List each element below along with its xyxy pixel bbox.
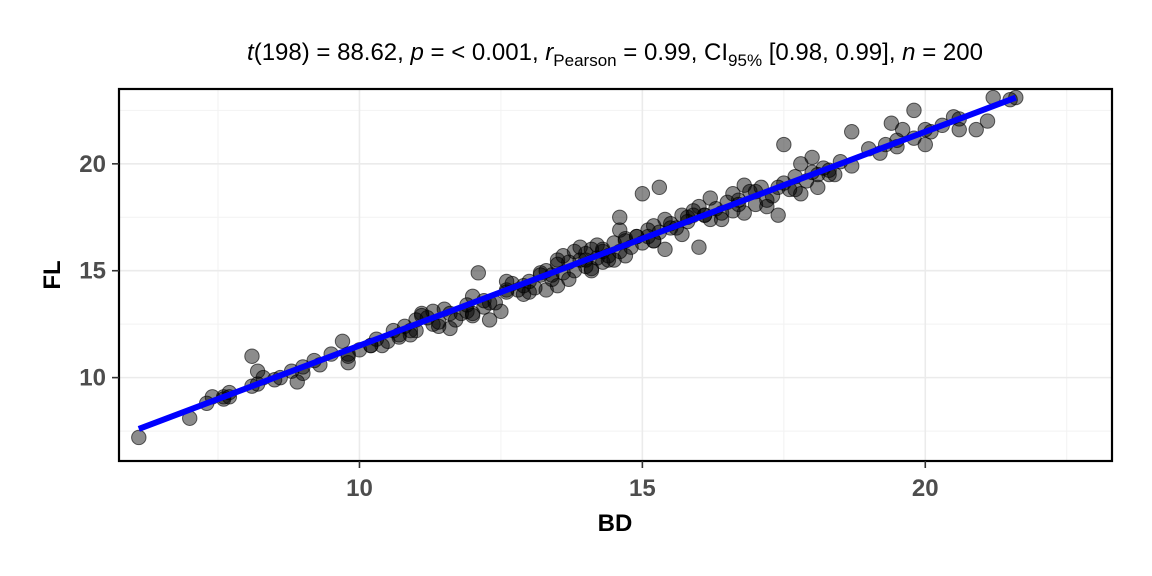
title-p-value: = < 0.001,	[424, 39, 545, 66]
y-axis-ticks: 10 15 20	[79, 151, 119, 392]
data-point	[289, 374, 305, 390]
x-axis-title: BD	[598, 510, 633, 537]
data-point	[776, 136, 792, 153]
data-point	[657, 241, 673, 258]
data-point	[691, 198, 707, 215]
data-point	[555, 248, 571, 264]
title-r-value: = 0.99, CI	[617, 39, 728, 66]
title-t-statistic: (198) = 88.62,	[254, 39, 411, 66]
data-point	[906, 102, 922, 119]
x-tick-label: 20	[912, 475, 939, 502]
data-point	[770, 207, 786, 223]
y-axis-title: FL	[39, 260, 66, 289]
data-point	[979, 113, 996, 129]
data-point	[651, 179, 668, 196]
data-point	[430, 318, 447, 335]
x-tick-label: 10	[346, 475, 373, 502]
title-p-symbol: p	[410, 39, 424, 66]
title-ci-value: [0.98, 0.99],	[762, 39, 902, 66]
data-point	[894, 121, 911, 138]
data-point	[334, 333, 351, 349]
data-point	[951, 121, 967, 138]
data-point	[493, 303, 509, 320]
data-point	[464, 305, 481, 322]
x-tick-label: 15	[629, 475, 656, 502]
title-t-symbol: t	[247, 39, 255, 66]
x-axis-ticks: 10 15 20	[346, 461, 939, 502]
title-r-symbol: r	[545, 39, 554, 66]
data-point	[442, 320, 458, 337]
data-point	[521, 284, 537, 300]
data-point	[736, 205, 752, 221]
y-tick-label: 10	[79, 365, 106, 392]
y-tick-label: 15	[79, 258, 106, 285]
regression-line	[137, 94, 1017, 432]
data-point	[470, 265, 486, 281]
data-point	[810, 179, 826, 196]
data-point	[572, 239, 588, 255]
chart-title: t(198) = 88.62, p = < 0.001, rPearson = …	[247, 39, 983, 70]
title-r-subscript: Pearson	[553, 51, 616, 70]
y-tick-label: 20	[79, 151, 106, 178]
data-point	[561, 271, 577, 287]
data-point	[131, 429, 147, 446]
plot-background	[119, 89, 1112, 461]
data-point	[249, 363, 266, 379]
data-point	[634, 186, 651, 202]
title-n-symbol: n	[902, 39, 915, 66]
data-point	[968, 121, 984, 138]
data-point	[612, 209, 628, 225]
data-point	[447, 312, 464, 328]
data-point	[691, 239, 707, 255]
data-point	[340, 354, 356, 371]
data-point	[481, 312, 498, 328]
data-point	[804, 149, 820, 166]
plot-border	[117, 87, 1114, 463]
data-point	[844, 124, 860, 140]
title-ci-subscript: 95%	[728, 51, 762, 70]
data-point	[583, 260, 600, 277]
regression-line-group	[137, 94, 1017, 432]
data-point	[606, 252, 622, 268]
data-point	[244, 348, 260, 364]
title-n-value: = 200	[916, 39, 983, 66]
data-point	[713, 211, 730, 228]
gridlines	[119, 89, 1112, 461]
